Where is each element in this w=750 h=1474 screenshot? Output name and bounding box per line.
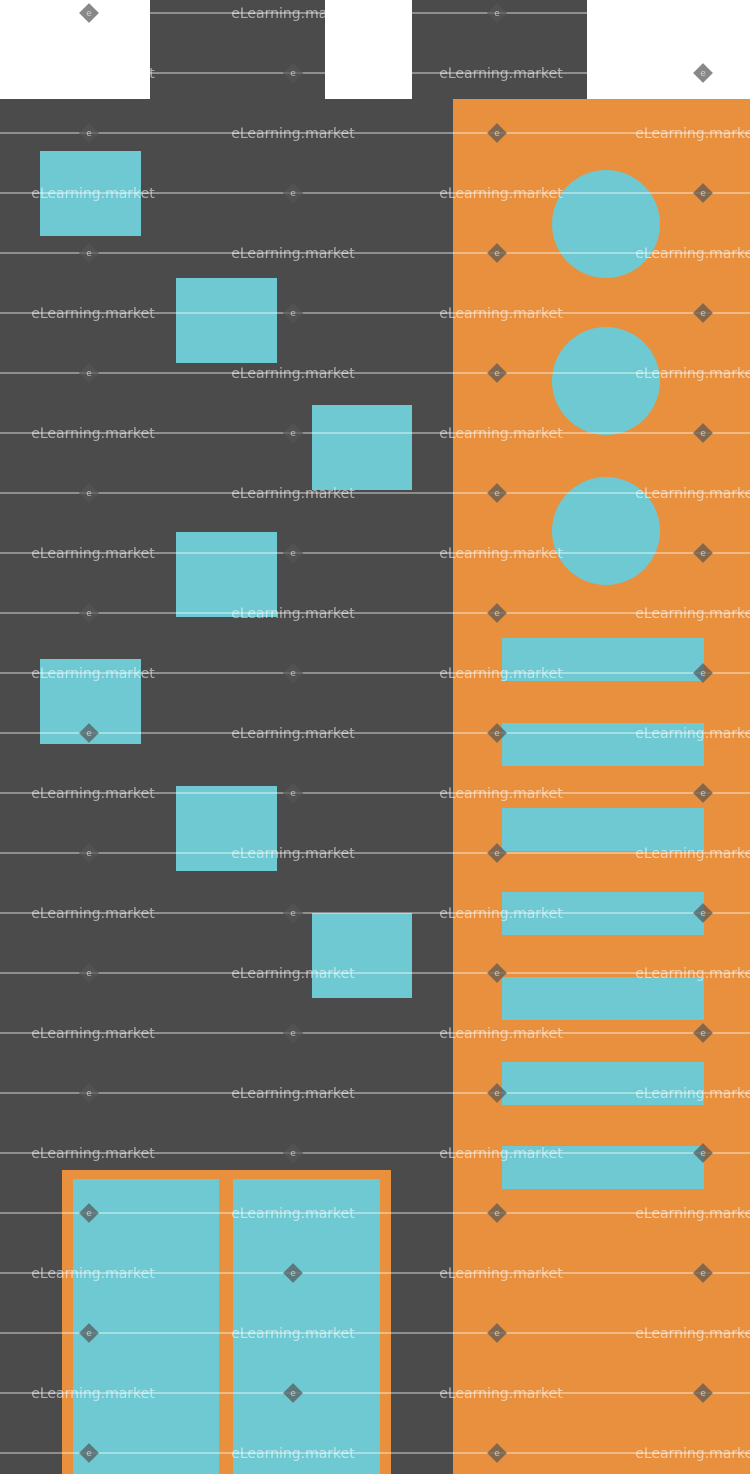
cyan-square [176,786,277,871]
watermark-diamond-icon [283,303,303,323]
watermark-text: eLearning.market [231,246,355,262]
cyan-square [176,278,277,363]
cyan-bar [502,977,704,1020]
watermark-letter: e [86,1089,92,1099]
watermark-text: eLearning.market [31,426,155,442]
watermark-letter: e [290,1029,296,1039]
watermark-letter: e [86,369,92,379]
cyan-bar [502,1062,704,1105]
watermark-text: eLearning.market [31,1026,155,1042]
cyan-square [312,405,412,490]
watermark-text: eLearning.market [31,906,155,922]
watermark-diamond-icon [283,1023,303,1043]
top-white-block-left [0,0,150,99]
watermark-diamond-icon [79,843,99,863]
watermark-letter: e [86,129,92,139]
watermark-text: eLearning.market [231,366,355,382]
watermark-letter: e [86,249,92,259]
watermark-letter: e [86,849,92,859]
watermark-letter: e [86,609,92,619]
cyan-column-right [233,1179,380,1474]
watermark-diamond-icon [283,543,303,563]
cyan-column-left [73,1179,219,1474]
watermark-diamond-icon [79,1083,99,1103]
watermark-text: eLearning.market [31,1146,155,1162]
cyan-bar [502,808,704,851]
watermark-text: eLearning.market [439,66,563,82]
watermark-diamond-icon [283,663,303,683]
cyan-square [40,151,141,236]
watermark-text: eLearning.market [31,306,155,322]
cyan-square [312,913,412,998]
watermark-diamond-icon [283,1143,303,1163]
watermark-letter: e [290,669,296,679]
watermark-letter: e [86,969,92,979]
watermark-diamond-icon [283,783,303,803]
watermark-text: eLearning.market [231,1086,355,1102]
watermark-letter: e [290,309,296,319]
watermark-letter: e [290,1149,296,1159]
cyan-bar [502,723,704,766]
cyan-circle [552,327,660,435]
watermark-letter: e [290,909,296,919]
watermark-text: eLearning.market [231,726,355,742]
watermark-diamond-icon [283,423,303,443]
watermark-diamond-icon [283,903,303,923]
cyan-square [176,532,277,617]
watermark-diamond-icon [487,3,507,23]
cyan-circle [552,170,660,278]
top-white-block-right [587,0,750,99]
watermark-text: eLearning.market [231,126,355,142]
watermark-diamond-icon [79,363,99,383]
watermark-diamond-icon [283,63,303,83]
watermark-diamond-icon [283,183,303,203]
watermark-diamond-icon [79,963,99,983]
watermark-diamond-icon [79,603,99,623]
cyan-circle [552,477,660,585]
watermark-diamond-icon [79,243,99,263]
watermark-letter: e [290,189,296,199]
top-white-block-middle [325,0,412,99]
cyan-bar [502,638,704,681]
watermark-letter: e [290,549,296,559]
watermark-letter: e [290,429,296,439]
cyan-square [40,659,141,744]
cyan-bar [502,892,704,935]
orange-panel-right [453,99,750,1474]
watermark-letter: e [290,789,296,799]
watermark-letter: e [290,69,296,79]
cyan-bar [502,1146,704,1189]
watermark-diamond-icon [79,483,99,503]
watermark-text: eLearning.market [31,546,155,562]
watermark-text: eLearning.market [31,786,155,802]
watermark-letter: e [86,489,92,499]
watermark-letter: e [494,9,500,19]
watermark-diamond-icon [79,123,99,143]
